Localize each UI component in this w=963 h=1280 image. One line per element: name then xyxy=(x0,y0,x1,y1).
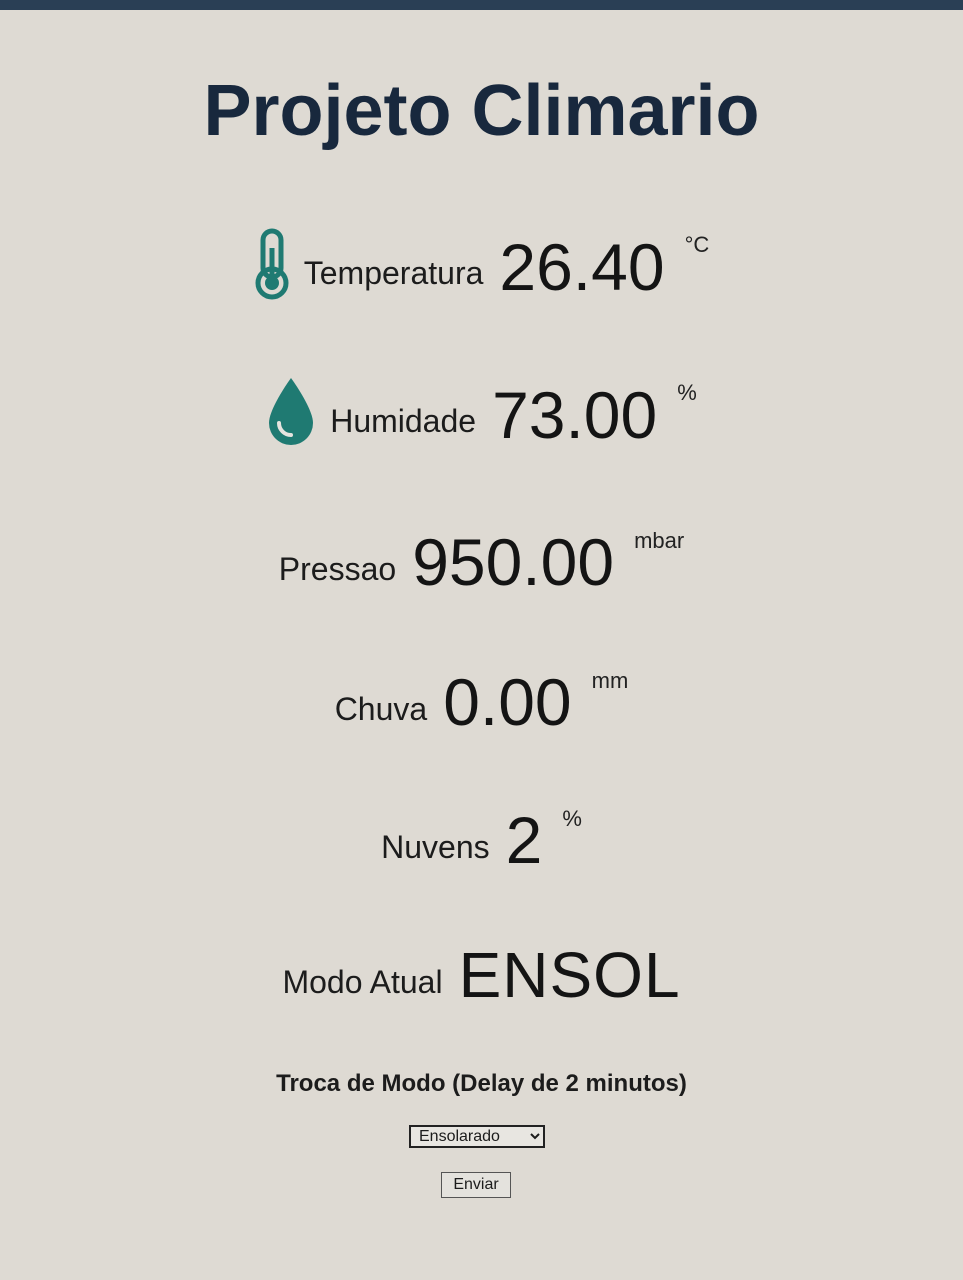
pressure-label: Pressao xyxy=(278,550,397,587)
current-mode-value: ENSOL xyxy=(458,939,681,1011)
humidity-reading: Humidade 73.00 % xyxy=(0,376,963,453)
current-mode-label: Modo Atual xyxy=(282,963,443,1000)
clouds-value: 2 xyxy=(505,803,543,877)
mode-select[interactable]: Ensolarado xyxy=(409,1125,545,1148)
humidity-label: Humidade xyxy=(330,403,477,439)
humidity-value: 73.00 xyxy=(492,377,658,452)
browser-top-edge xyxy=(0,0,963,10)
clouds-reading: Nuvens 2 % xyxy=(0,802,963,878)
page-title: Projeto Climario xyxy=(203,71,760,151)
rain-reading: Chuva 0.00 mm xyxy=(0,664,963,740)
pressure-value: 950.00 xyxy=(412,525,615,599)
rain-value: 0.00 xyxy=(443,665,572,739)
pressure-unit: mbar xyxy=(634,528,685,553)
mode-change-title: Troca de Modo (Delay de 2 minutos) xyxy=(276,1070,687,1097)
rain-label: Chuva xyxy=(334,690,428,727)
humidity-unit: % xyxy=(677,380,697,405)
temperature-reading: Temperatura 26.40 °C xyxy=(0,228,963,305)
temperature-label: Temperatura xyxy=(303,255,484,291)
temperature-unit: °C xyxy=(684,232,710,257)
clouds-unit: % xyxy=(562,806,582,831)
water-drop-icon xyxy=(266,376,316,453)
thermometer-icon xyxy=(254,228,290,305)
submit-button[interactable]: Enviar xyxy=(441,1172,511,1198)
current-mode: Modo Atual ENSOL xyxy=(0,938,963,1012)
rain-unit: mm xyxy=(591,668,629,693)
clouds-label: Nuvens xyxy=(381,828,490,865)
pressure-reading: Pressao 950.00 mbar xyxy=(0,524,963,600)
temperature-value: 26.40 xyxy=(499,229,665,304)
